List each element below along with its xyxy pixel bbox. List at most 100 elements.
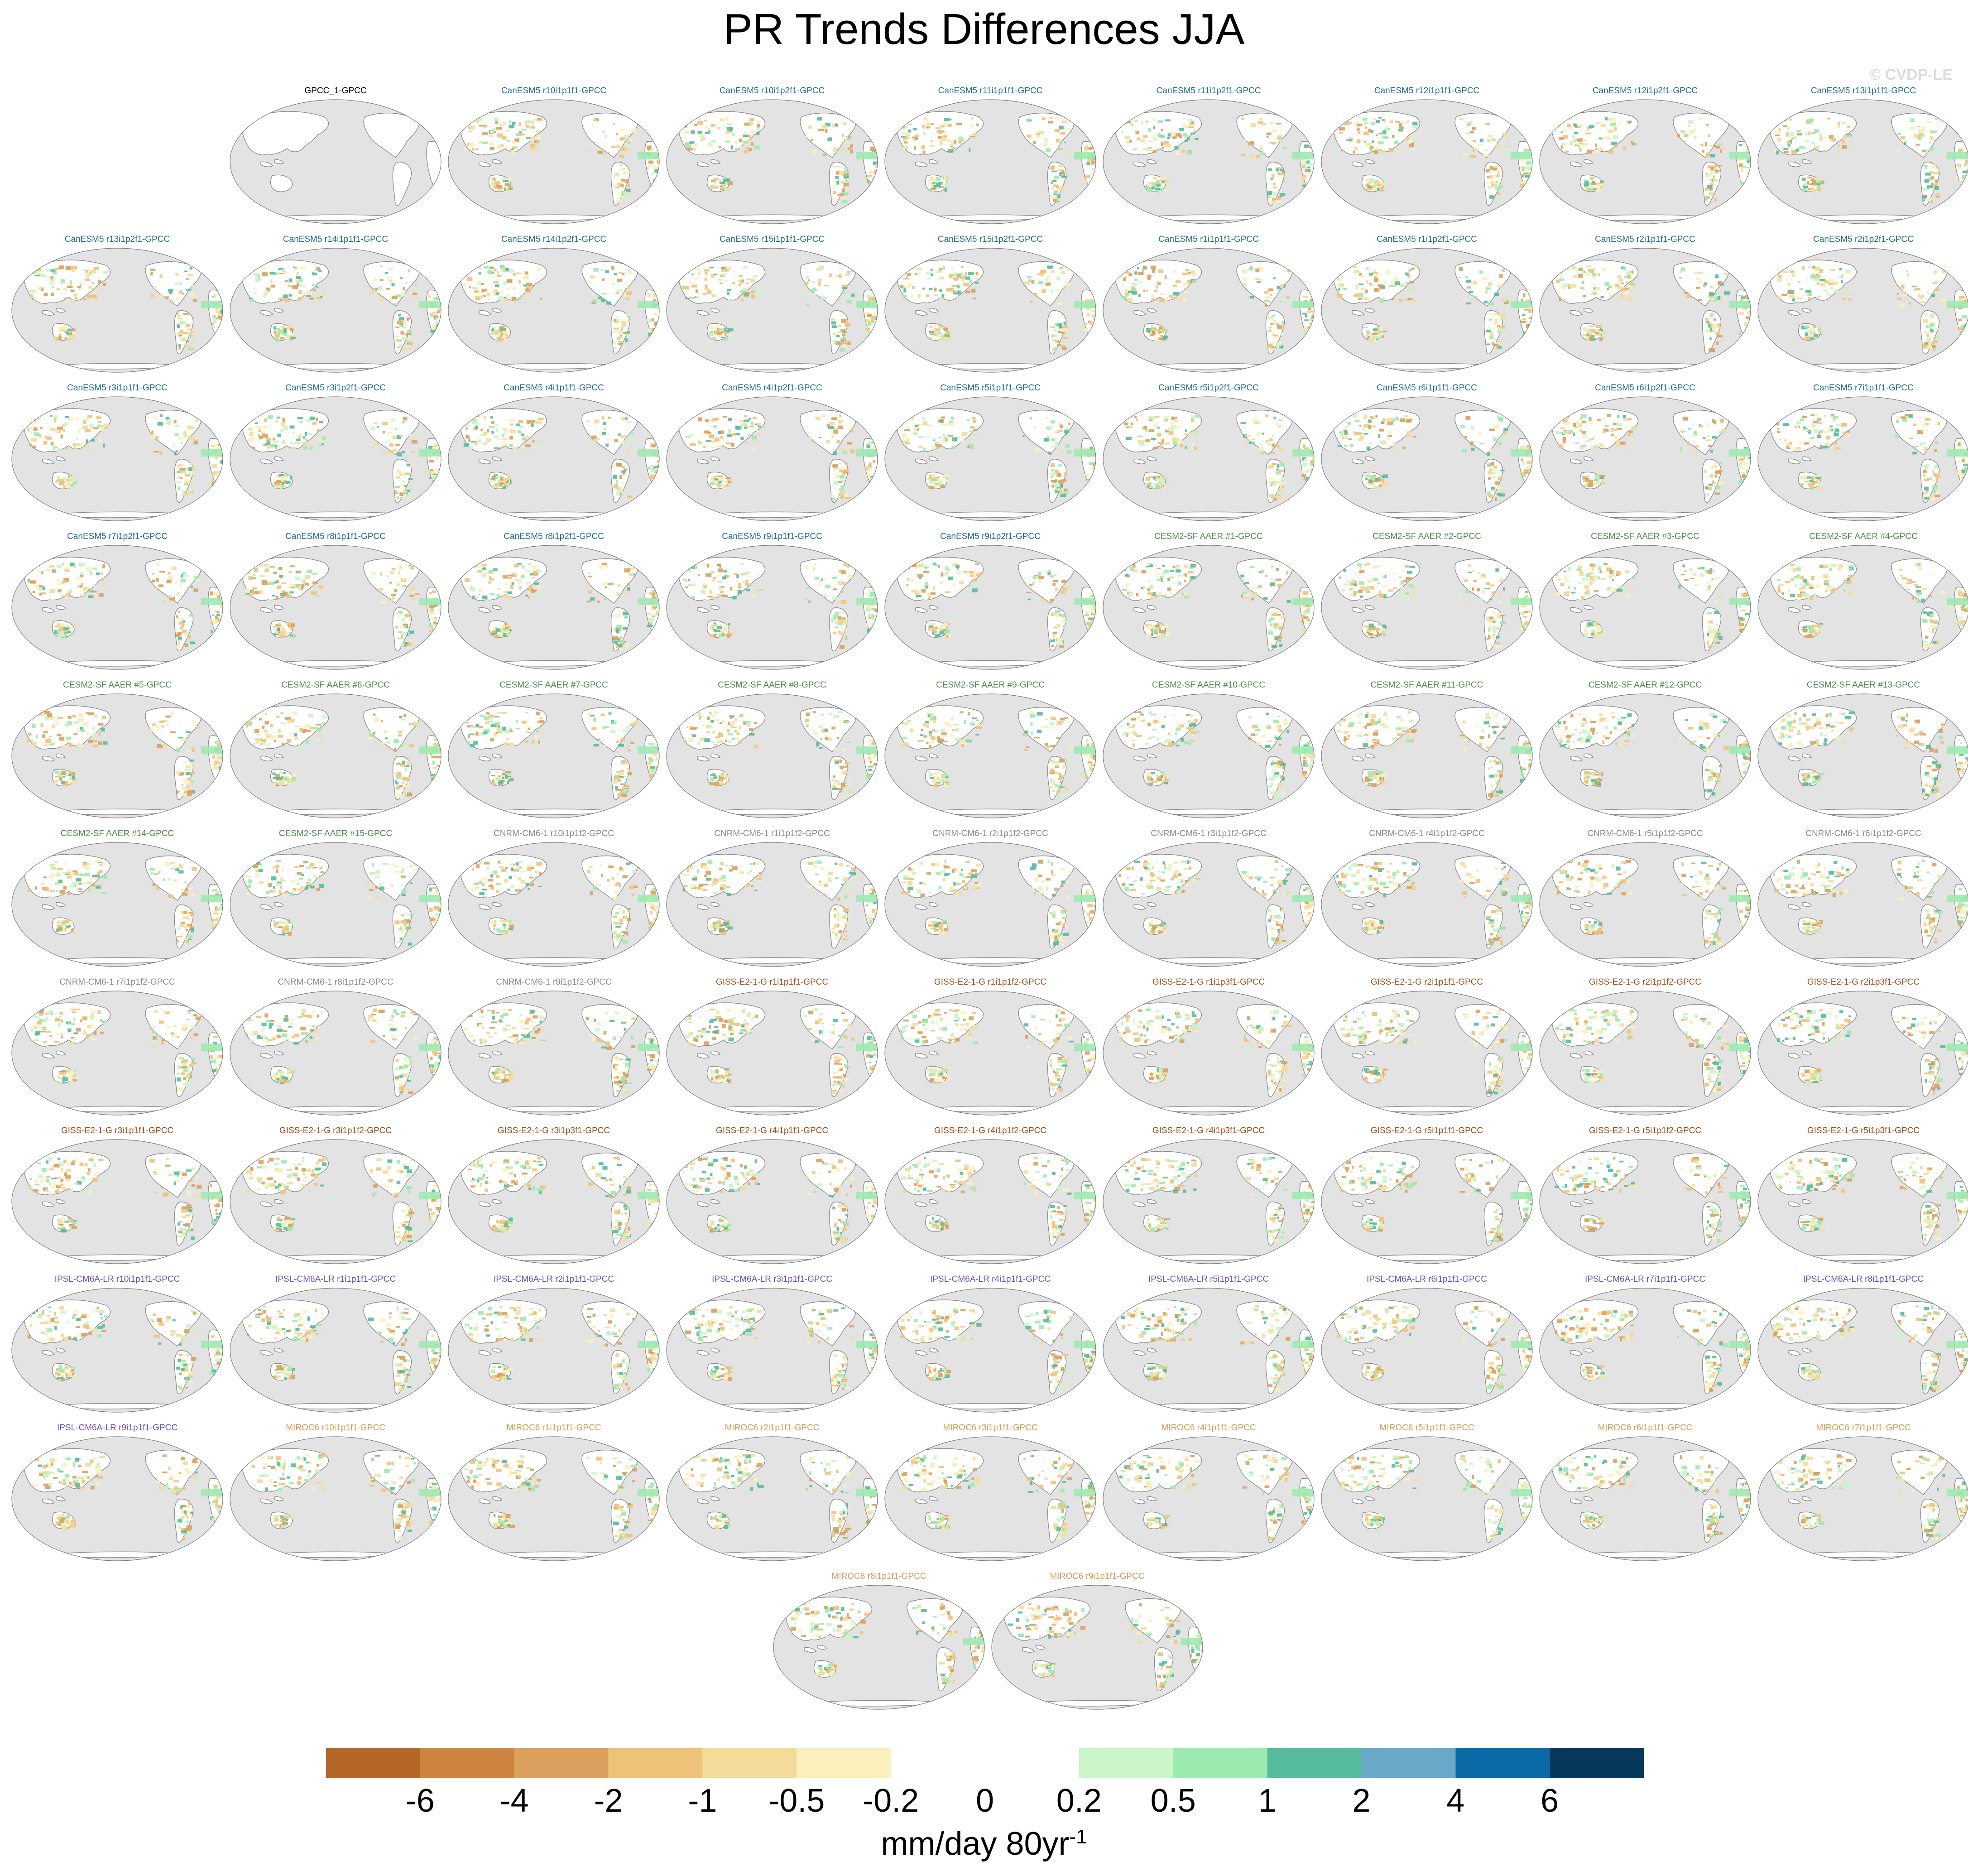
trend-cell — [1410, 291, 1414, 293]
trend-cell — [1052, 339, 1056, 342]
map-plot — [1757, 99, 1968, 224]
trend-cell — [944, 474, 949, 477]
trend-cell — [872, 296, 876, 300]
trend-cell — [1586, 337, 1590, 341]
trend-cell — [1094, 473, 1096, 476]
trend-cell — [875, 472, 878, 474]
trend-cell — [1459, 267, 1463, 271]
map-plot — [448, 99, 660, 224]
trend-cell — [647, 293, 651, 297]
trend-cell — [518, 297, 521, 300]
trend-cell — [929, 288, 933, 290]
trend-cell — [1051, 445, 1055, 448]
trend-cell — [1360, 436, 1364, 439]
trend-cell — [1489, 471, 1496, 475]
trend-cell — [868, 442, 871, 445]
trend-cell — [178, 344, 181, 348]
trend-cell — [1388, 148, 1394, 152]
trend-cell — [475, 148, 479, 150]
trend-cell — [975, 282, 979, 284]
trend-cell — [103, 443, 105, 447]
trend-cell — [400, 331, 404, 334]
trend-cell — [1152, 117, 1156, 121]
trend-cell — [1055, 340, 1059, 343]
trend-cell — [274, 482, 280, 486]
trend-cell — [1571, 266, 1576, 269]
trend-cell — [1717, 296, 1721, 300]
trend-cell — [177, 335, 182, 337]
trend-cell — [1058, 341, 1061, 343]
map-plot — [1103, 248, 1315, 373]
trend-cell — [1618, 122, 1621, 125]
trend-cell — [394, 428, 397, 430]
trend-cell — [1500, 418, 1503, 422]
coastline — [274, 159, 284, 164]
trend-cell — [1157, 433, 1162, 437]
trend-cell — [539, 119, 543, 122]
trend-cell — [804, 135, 807, 139]
trend-cell — [1584, 183, 1589, 187]
trend-cell — [941, 335, 946, 339]
trend-cell — [1373, 328, 1378, 332]
trend-cell — [1811, 180, 1816, 183]
trend-cell — [1280, 139, 1285, 142]
map-panel: CanESM5 r12i1p2f1-GPCC — [1536, 86, 1754, 226]
trend-cell — [835, 176, 839, 179]
trend-cell — [1090, 331, 1094, 334]
trend-cell — [1488, 471, 1493, 475]
trend-cell — [1598, 273, 1600, 277]
trend-cell — [201, 449, 223, 457]
trend-cell — [1411, 268, 1414, 270]
map-plot — [666, 99, 878, 224]
trend-cell — [950, 145, 954, 148]
trend-cell — [1957, 325, 1959, 327]
coastline — [929, 308, 939, 313]
trend-cell — [1696, 277, 1701, 280]
trend-cell — [464, 125, 466, 127]
trend-cell — [732, 433, 737, 436]
trend-cell — [844, 170, 850, 173]
trend-cell — [1522, 461, 1525, 465]
coastline — [42, 458, 55, 464]
trend-cell — [720, 118, 724, 121]
trend-cell — [833, 430, 838, 434]
trend-cell — [689, 282, 691, 284]
trend-cell — [750, 290, 754, 293]
trend-cell — [1716, 341, 1718, 345]
trend-cell — [1800, 418, 1805, 421]
trend-cell — [1959, 328, 1964, 330]
trend-cell — [648, 328, 653, 331]
trend-cell — [1681, 430, 1685, 433]
trend-cell — [467, 277, 473, 281]
coastline — [479, 310, 492, 316]
trend-cell — [299, 266, 306, 269]
trend-cell — [757, 128, 760, 131]
trend-cell — [658, 469, 659, 472]
trend-cell — [1085, 144, 1088, 147]
trend-cell — [1147, 277, 1151, 280]
trend-cell — [1063, 491, 1068, 495]
trend-cell — [1486, 287, 1491, 290]
coastline — [1352, 161, 1365, 167]
trend-cell — [865, 480, 871, 481]
trend-cell — [471, 420, 477, 424]
trend-cell — [1931, 130, 1937, 133]
map-panel: GPCC_1-GPCC — [226, 86, 445, 226]
trend-cell — [971, 289, 976, 293]
trend-cell — [714, 480, 720, 483]
trend-cell — [309, 297, 314, 300]
trend-cell — [99, 438, 102, 442]
trend-cell — [1700, 144, 1704, 146]
trend-cell — [1164, 189, 1169, 192]
trend-cell — [757, 120, 761, 124]
trend-cell — [399, 292, 405, 296]
trend-cell — [291, 337, 296, 339]
trend-cell — [35, 274, 40, 277]
trend-cell — [1272, 197, 1276, 201]
trend-cell — [1611, 428, 1614, 430]
trend-cell — [1613, 135, 1618, 139]
trend-cell — [1585, 330, 1591, 332]
coastline — [278, 214, 398, 221]
trend-cell — [396, 339, 402, 342]
trend-cell — [1378, 434, 1381, 438]
